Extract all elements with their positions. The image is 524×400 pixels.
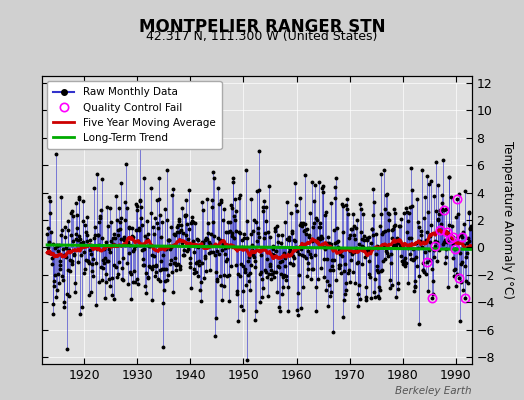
Legend: Raw Monthly Data, Quality Control Fail, Five Year Moving Average, Long-Term Tren: Raw Monthly Data, Quality Control Fail, … — [47, 81, 222, 149]
Y-axis label: Temperature Anomaly (°C): Temperature Anomaly (°C) — [501, 141, 515, 299]
Text: MONTPELIER RANGER STN: MONTPELIER RANGER STN — [139, 18, 385, 36]
Text: 42.317 N, 111.300 W (United States): 42.317 N, 111.300 W (United States) — [146, 30, 378, 43]
Text: Berkeley Earth: Berkeley Earth — [395, 386, 472, 396]
